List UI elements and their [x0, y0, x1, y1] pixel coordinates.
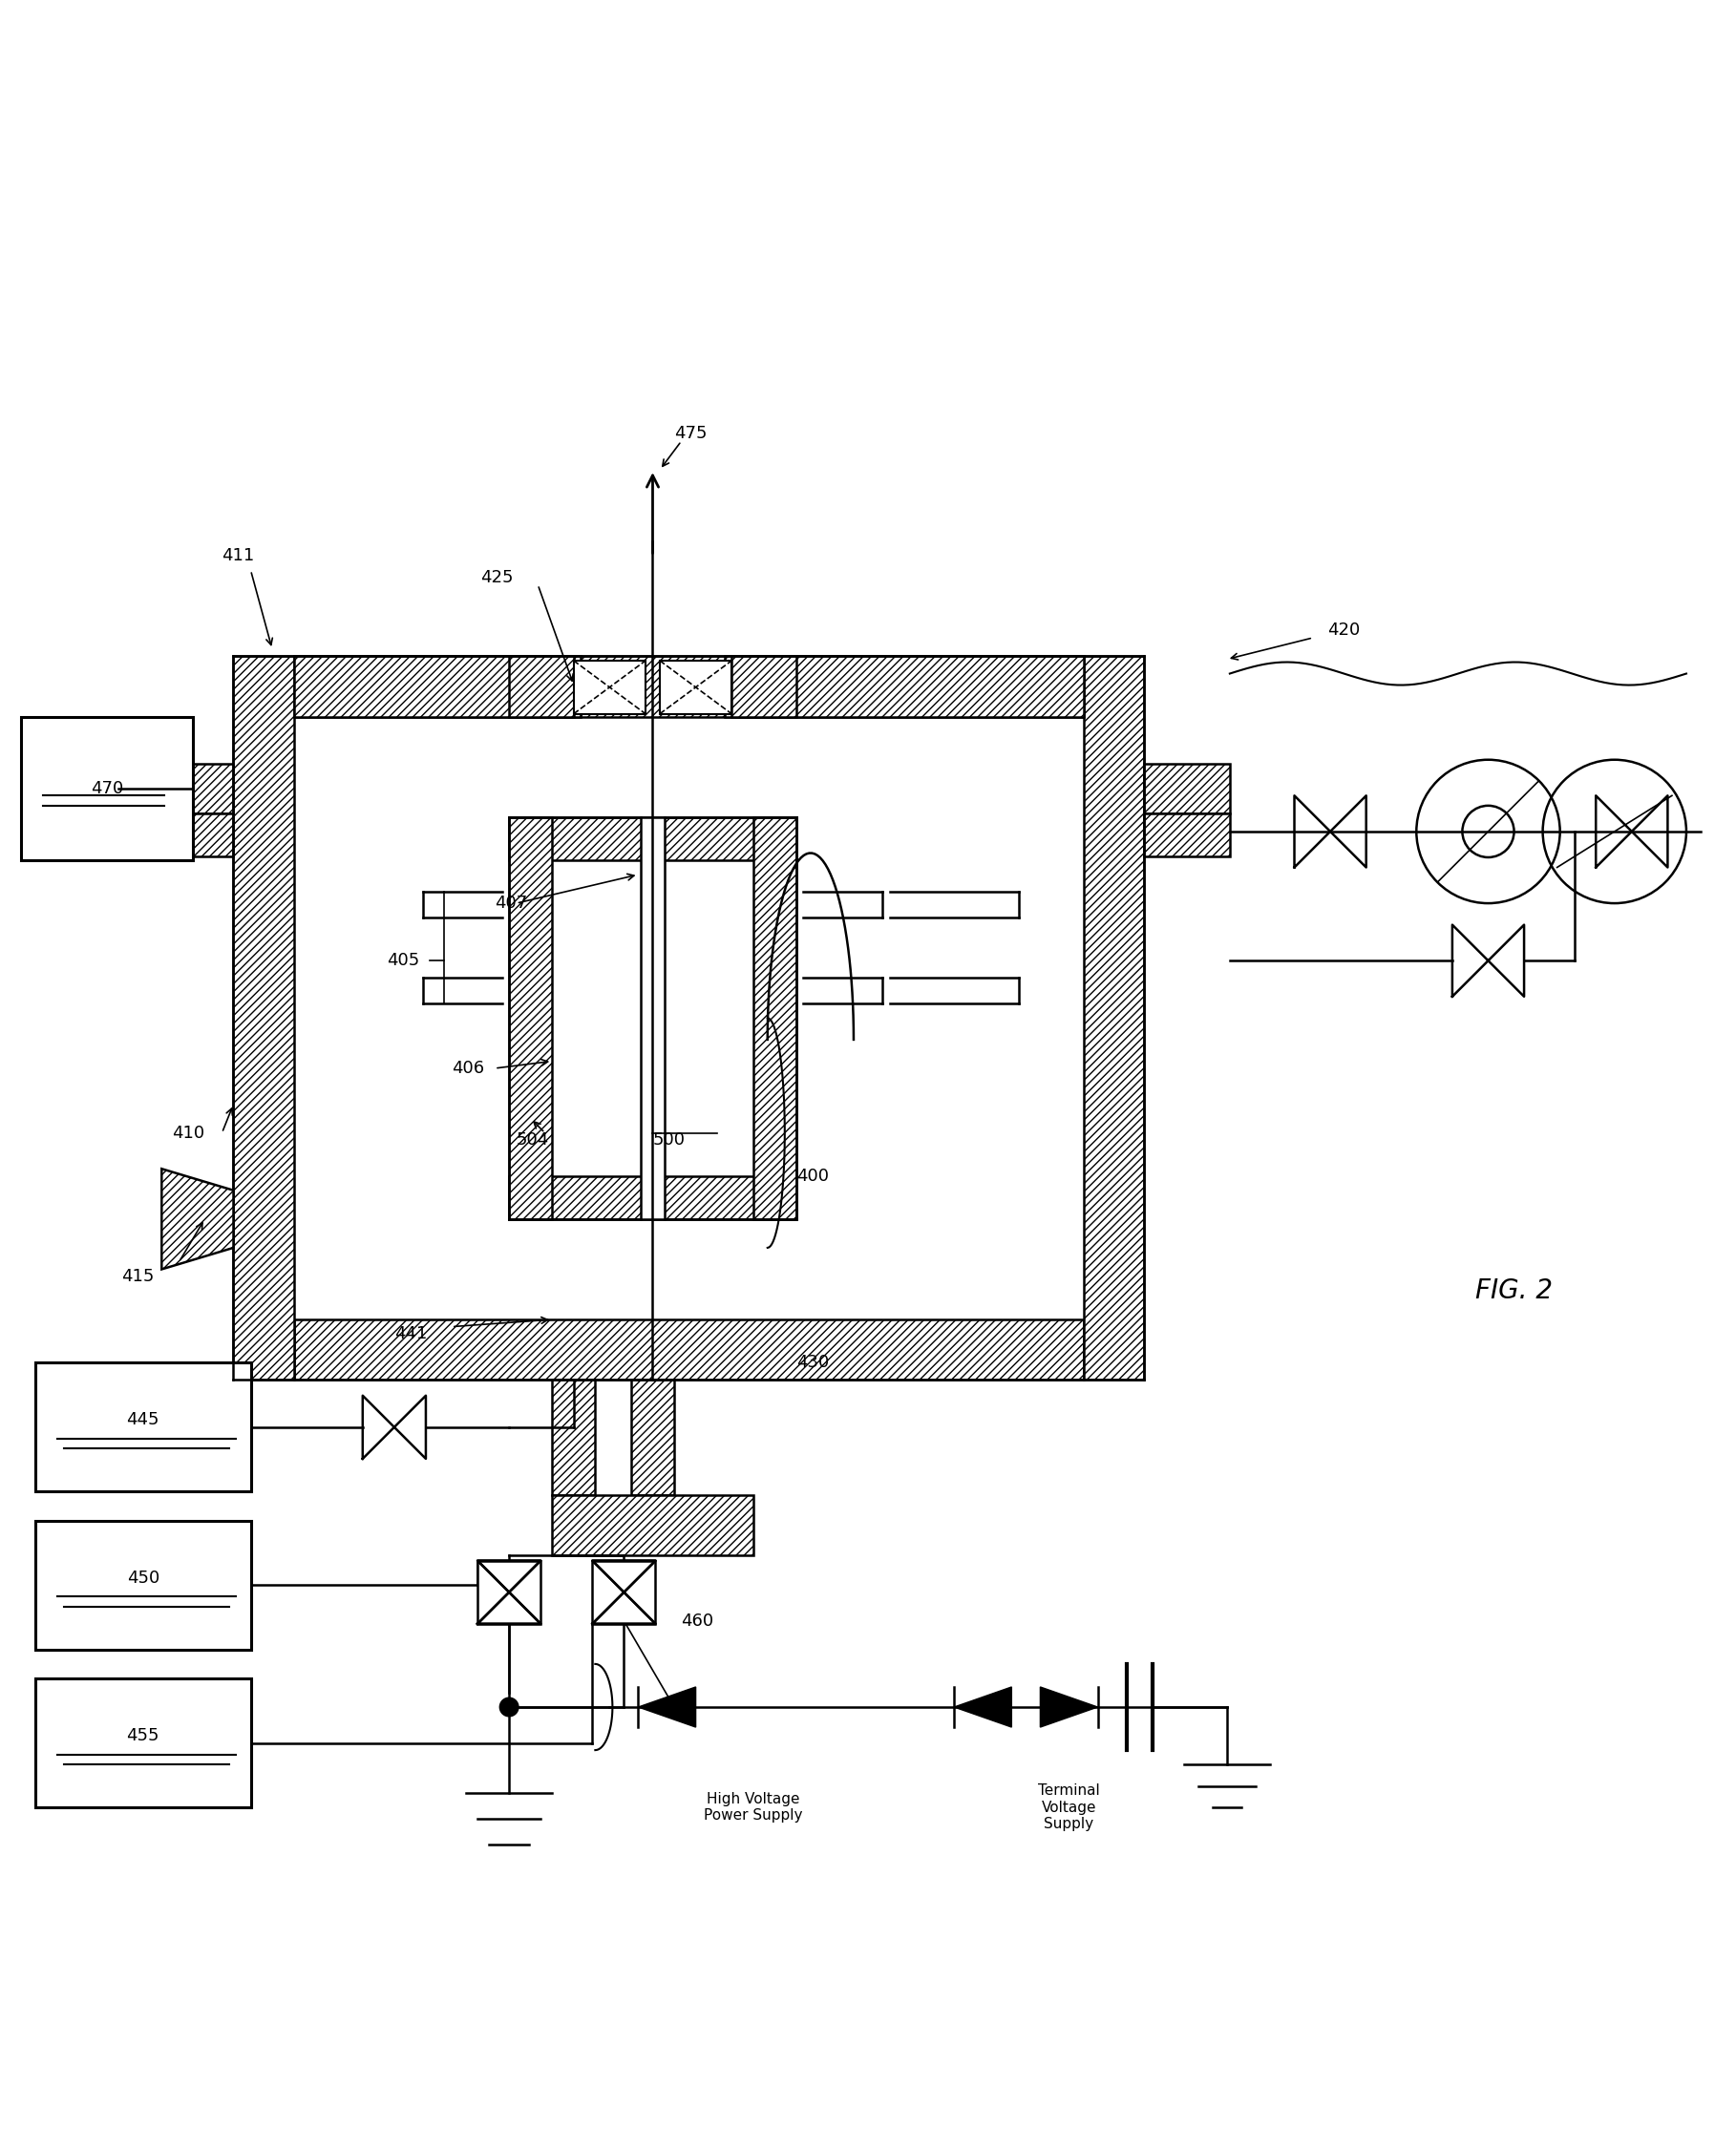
Text: 441: 441	[394, 1325, 427, 1342]
Bar	[592, 1562, 656, 1624]
Bar	[477, 1562, 540, 1624]
Text: 410: 410	[172, 1125, 205, 1142]
Text: 411: 411	[222, 546, 255, 564]
Text: High Voltage
Power Supply: High Voltage Power Supply	[703, 1792, 802, 1824]
Text: 420: 420	[1328, 622, 1359, 639]
Text: 425: 425	[481, 568, 514, 585]
Bar	[118, 764, 233, 813]
Bar	[233, 656, 293, 1379]
Text: 407: 407	[495, 895, 528, 912]
Bar	[161, 813, 233, 856]
Text: 445: 445	[127, 1411, 160, 1428]
Bar	[573, 660, 646, 714]
Text: 405: 405	[387, 953, 420, 970]
Bar	[1144, 813, 1229, 856]
Text: 500: 500	[653, 1131, 686, 1149]
Bar	[731, 656, 797, 716]
Text: 406: 406	[451, 1060, 484, 1078]
Bar	[724, 656, 1083, 716]
Bar	[35, 1362, 250, 1493]
Text: 475: 475	[674, 426, 707, 443]
Bar	[293, 656, 1083, 716]
Bar	[552, 1495, 753, 1555]
Bar	[293, 1319, 1083, 1379]
Bar	[509, 656, 573, 716]
Text: Terminal
Voltage
Supply: Terminal Voltage Supply	[1038, 1783, 1101, 1831]
Text: FIG. 2: FIG. 2	[1476, 1278, 1552, 1304]
Bar	[509, 817, 552, 1220]
Text: 400: 400	[797, 1168, 828, 1185]
Text: 450: 450	[127, 1570, 160, 1587]
Bar	[552, 1379, 595, 1495]
Text: 430: 430	[797, 1353, 828, 1370]
Polygon shape	[1040, 1686, 1097, 1727]
Text: 460: 460	[681, 1613, 713, 1630]
Text: 415: 415	[122, 1267, 155, 1284]
Text: 470: 470	[90, 781, 123, 798]
Bar	[660, 660, 731, 714]
Bar	[632, 1379, 674, 1495]
Text: 504: 504	[516, 1131, 549, 1149]
Bar	[293, 656, 582, 716]
Polygon shape	[955, 1686, 1012, 1727]
Polygon shape	[639, 1686, 696, 1727]
Circle shape	[498, 1697, 519, 1716]
Bar	[1083, 656, 1144, 1379]
Bar	[21, 716, 193, 860]
Bar	[35, 1678, 250, 1807]
Bar	[509, 817, 797, 860]
Bar	[753, 817, 797, 1220]
Bar	[1144, 764, 1229, 813]
Text: 455: 455	[127, 1727, 160, 1744]
Polygon shape	[161, 1168, 233, 1269]
Bar	[35, 1521, 250, 1650]
Bar	[641, 817, 665, 1220]
Bar	[509, 1177, 797, 1220]
